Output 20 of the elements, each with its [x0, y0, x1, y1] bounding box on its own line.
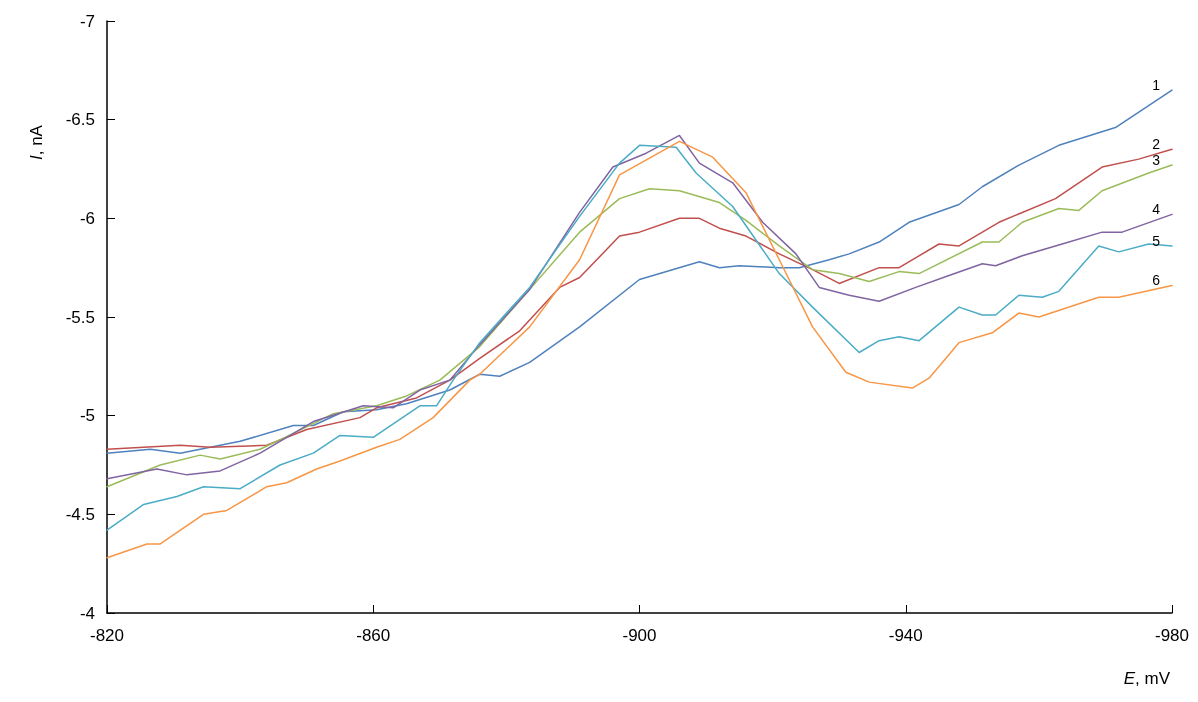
series-label: 2	[1152, 136, 1161, 153]
y-tick-label: -6	[79, 208, 95, 228]
x-tick-label: -860	[356, 626, 391, 645]
x-tick-label: -980	[1154, 626, 1190, 645]
series-label: 4	[1152, 201, 1161, 218]
series-label: 6	[1152, 272, 1161, 289]
y-tick-label: -4	[79, 603, 95, 623]
x-tick-label: -940	[888, 626, 923, 645]
y-tick-label: -6.5	[65, 110, 95, 130]
y-tick-label: -4.5	[65, 504, 95, 524]
x-tick-label: -820	[89, 626, 125, 645]
y-tick-label: -5	[79, 406, 95, 426]
y-axis-title: I, nA	[27, 124, 46, 160]
series-label: 1	[1152, 77, 1161, 94]
x-axis-title: E, mV	[1123, 669, 1171, 688]
y-tick-label: -5.5	[65, 307, 95, 327]
series-label: 3	[1152, 152, 1161, 169]
x-tick-label: -900	[622, 626, 657, 645]
y-tick-label: -7	[79, 11, 95, 31]
line-series	[106, 89, 1173, 454]
